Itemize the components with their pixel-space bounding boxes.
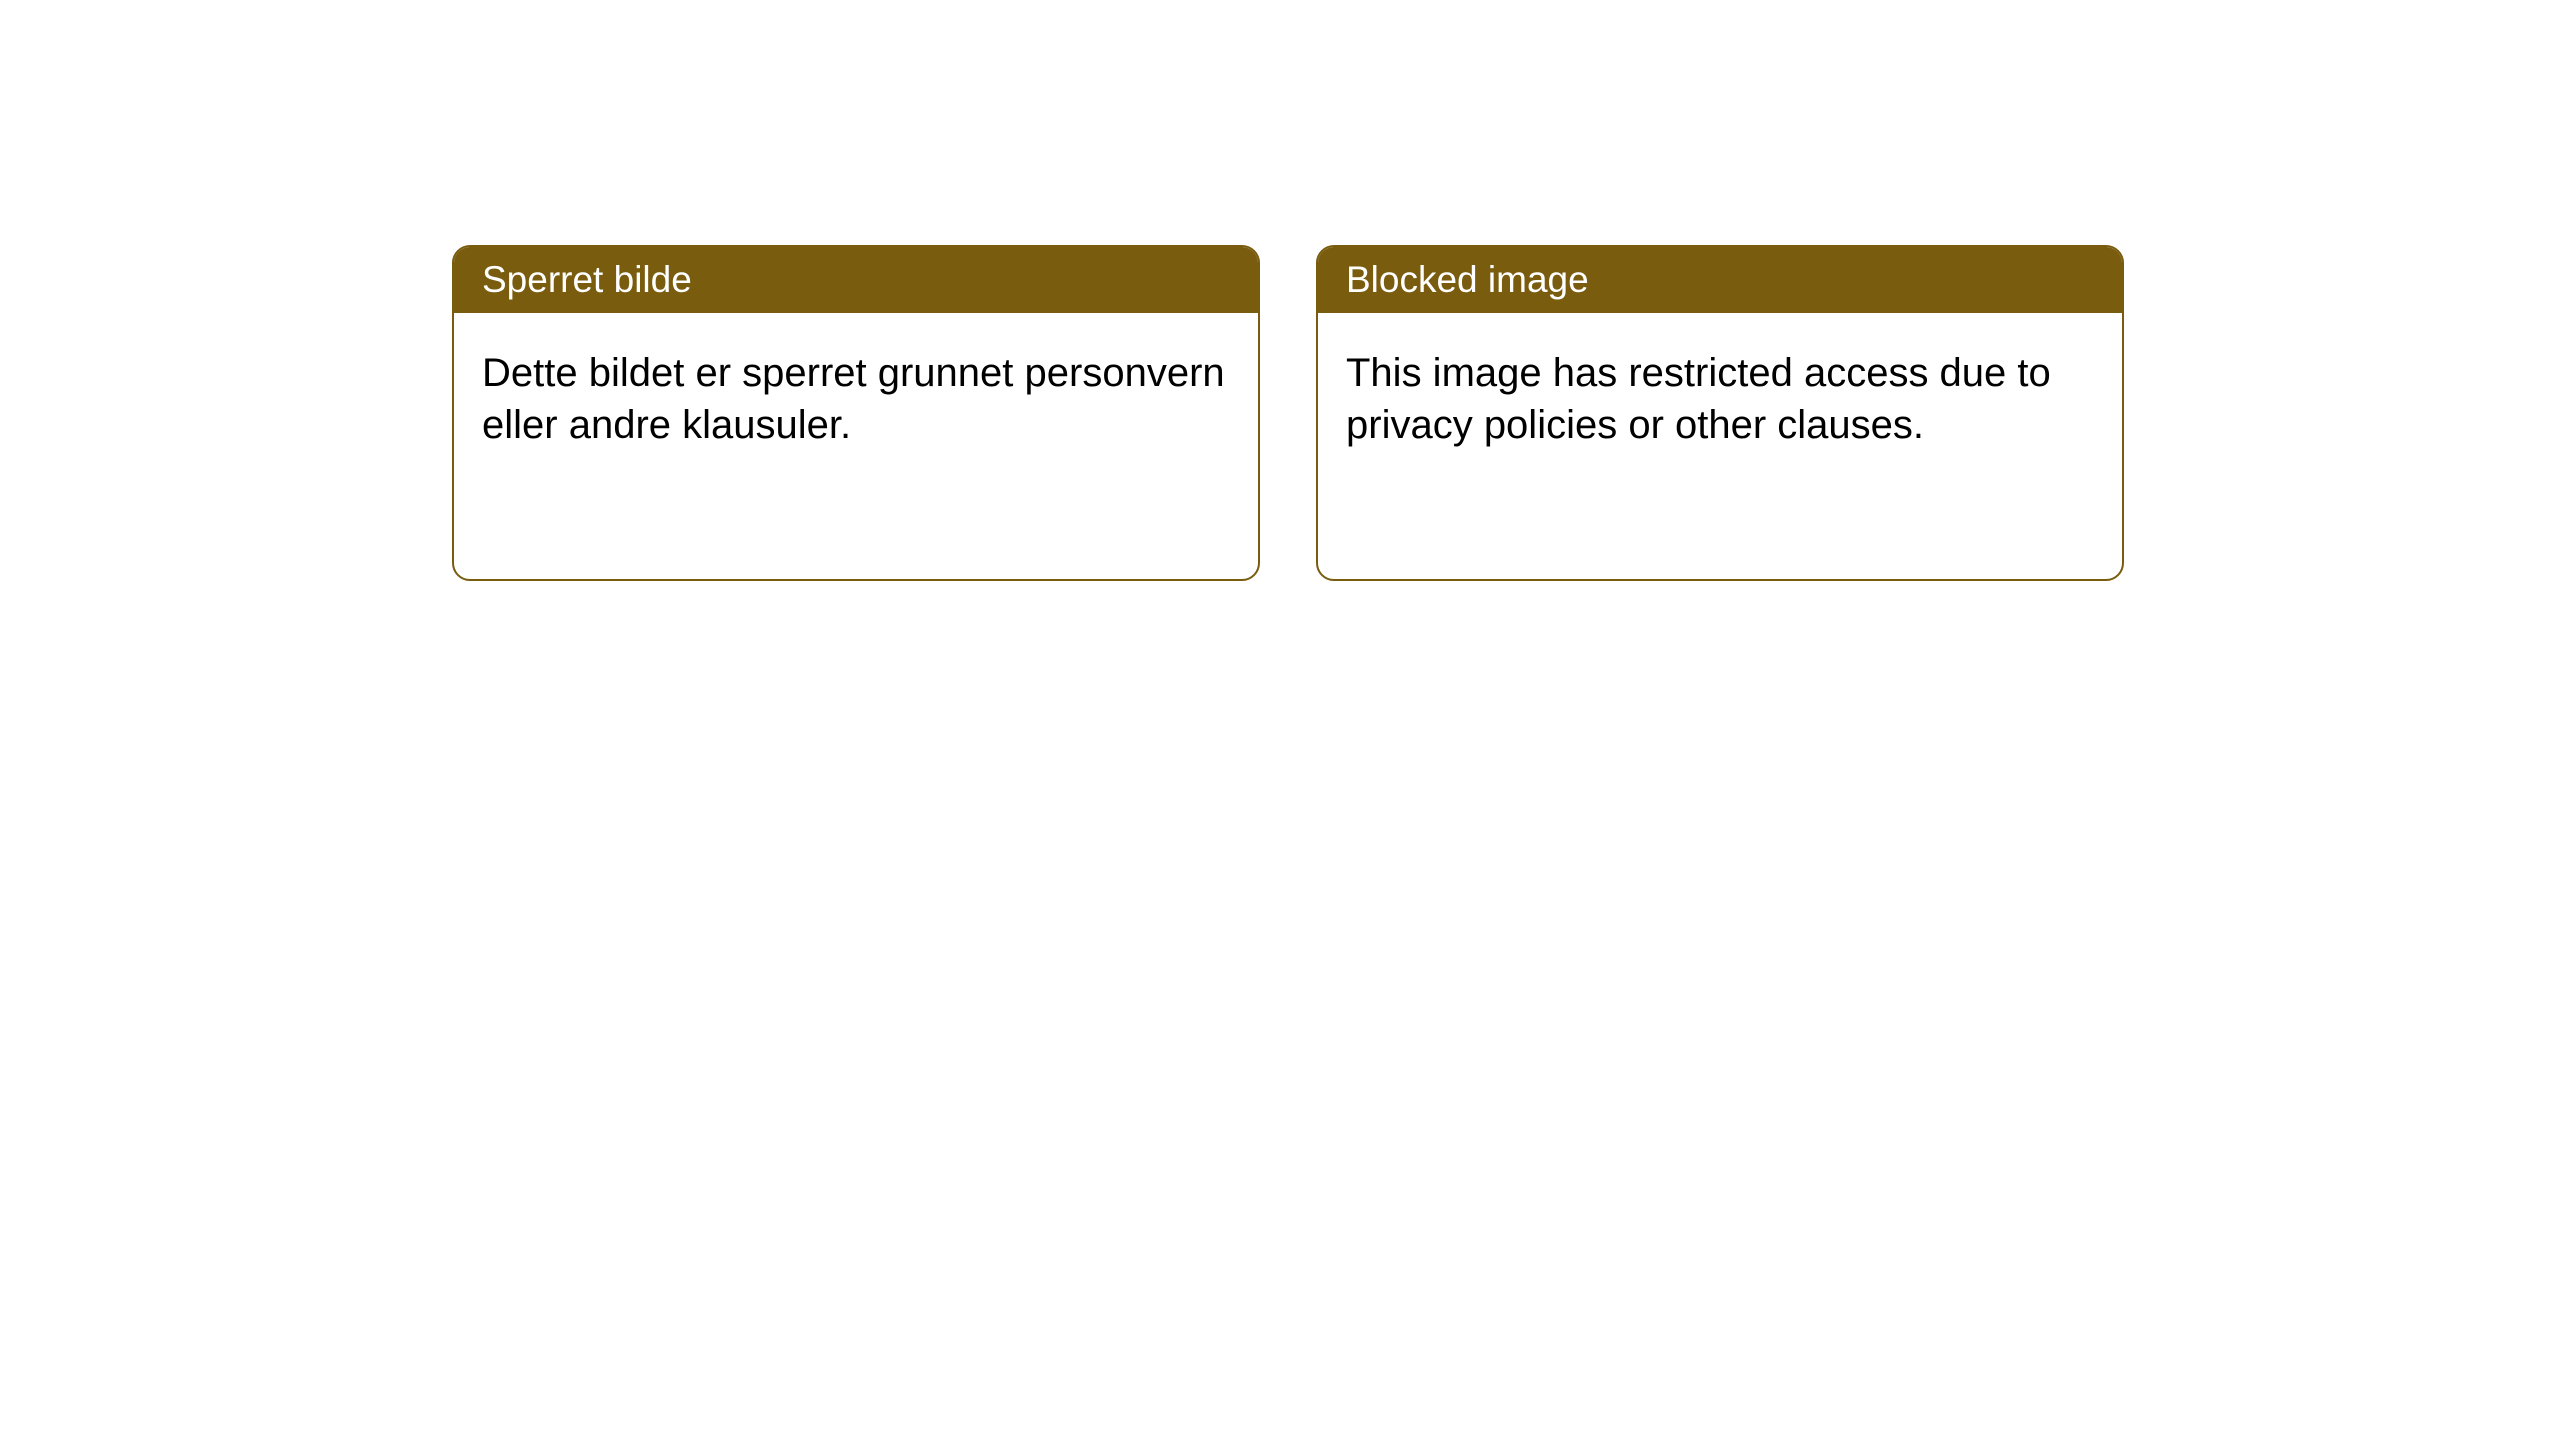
notice-card-body: This image has restricted access due to … — [1318, 313, 2122, 485]
notice-cards-container: Sperret bilde Dette bildet er sperret gr… — [0, 0, 2560, 581]
notice-body-text: This image has restricted access due to … — [1346, 351, 2051, 447]
notice-body-text: Dette bildet er sperret grunnet personve… — [482, 351, 1225, 447]
notice-title: Blocked image — [1346, 259, 1589, 300]
notice-card-body: Dette bildet er sperret grunnet personve… — [454, 313, 1258, 485]
notice-card-norwegian: Sperret bilde Dette bildet er sperret gr… — [452, 245, 1260, 581]
notice-card-header: Sperret bilde — [454, 247, 1258, 313]
notice-card-header: Blocked image — [1318, 247, 2122, 313]
notice-card-english: Blocked image This image has restricted … — [1316, 245, 2124, 581]
notice-title: Sperret bilde — [482, 259, 692, 300]
